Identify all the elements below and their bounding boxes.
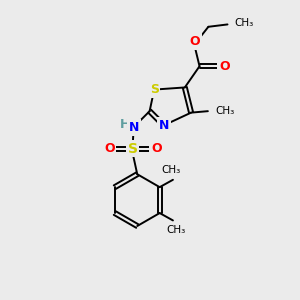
Text: CH₃: CH₃ bbox=[234, 18, 253, 28]
Text: S: S bbox=[150, 83, 159, 96]
Text: O: O bbox=[151, 142, 162, 155]
Text: N: N bbox=[129, 121, 139, 134]
Text: CH₃: CH₃ bbox=[166, 225, 185, 235]
Text: O: O bbox=[219, 60, 230, 73]
Text: O: O bbox=[104, 142, 115, 155]
Text: N: N bbox=[159, 119, 169, 132]
Text: O: O bbox=[190, 35, 200, 48]
Text: H: H bbox=[120, 118, 130, 131]
Text: S: S bbox=[128, 142, 138, 156]
Text: CH₃: CH₃ bbox=[162, 165, 181, 176]
Text: CH₃: CH₃ bbox=[215, 106, 235, 116]
